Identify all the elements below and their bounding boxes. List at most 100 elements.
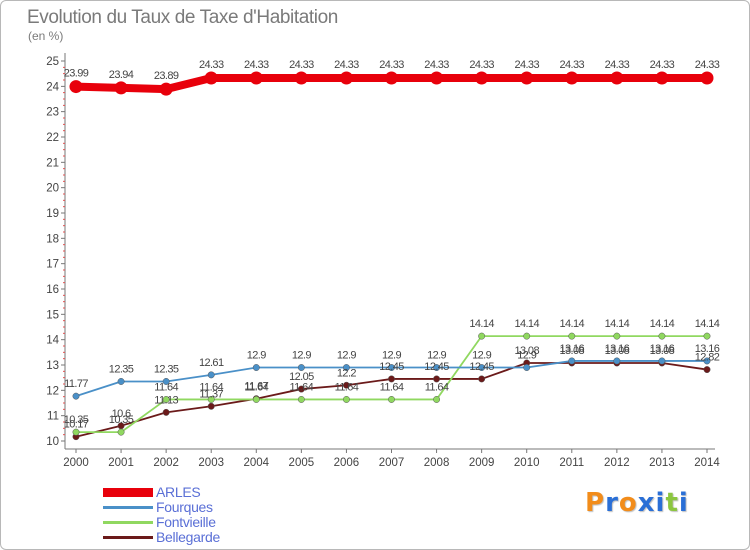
- data-label-bellegarde: 12.45: [379, 361, 404, 373]
- data-label-arles: 23.94: [109, 69, 134, 81]
- data-label-bellegarde: 11.13: [154, 394, 178, 406]
- data-point-bellegarde: [207, 402, 215, 410]
- data-label-fontvieille: 14.14: [469, 318, 494, 330]
- x-tick-label: 2008: [424, 457, 450, 469]
- data-label-arles: 23.99: [64, 68, 89, 80]
- y-tick-label: 15: [46, 309, 59, 321]
- data-label-fontvieille: 14.14: [514, 318, 539, 330]
- data-label-bellegarde: 12.45: [469, 361, 494, 373]
- legend-item-fourques: Fourques: [103, 500, 303, 515]
- data-point-fourques: [252, 364, 260, 371]
- data-label-arles: 24.33: [334, 59, 359, 71]
- data-point-arles: [520, 71, 534, 85]
- chart-legend: ARLES Fourques Fontvieille Bellegarde: [103, 485, 303, 545]
- data-label-fourques: 12.9: [337, 350, 356, 362]
- data-point-fourques: [523, 364, 531, 371]
- y-tick-label: 23: [46, 107, 59, 119]
- chart-title: Evolution du Taux de Taxe d'Habitation: [27, 7, 338, 28]
- legend-item-bellegarde: Bellegarde: [103, 530, 303, 545]
- data-label-fontvieille: 11.64: [244, 381, 268, 393]
- data-point-arles: [700, 71, 714, 85]
- data-label-fourques: 12.35: [154, 363, 179, 375]
- y-tick-label: 18: [46, 233, 59, 245]
- data-label-arles: 24.33: [605, 59, 630, 71]
- data-point-bellegarde: [342, 381, 350, 389]
- data-labels-layer: 23.99 23.94 23.89 24.33 24.33 24.33 24.33 24.33…: [64, 59, 721, 431]
- data-label-fourques: 13.16: [695, 343, 720, 355]
- data-point-bellegarde: [297, 385, 305, 393]
- x-tick-label: 2003: [198, 457, 224, 469]
- data-point-fourques: [162, 378, 170, 385]
- data-point-arles: [475, 71, 489, 85]
- data-point-fontvieille: [117, 428, 125, 436]
- data-label-fourques: 12.9: [247, 350, 266, 362]
- data-point-fourques: [207, 371, 215, 379]
- data-label-arles: 24.33: [379, 59, 404, 71]
- data-point-arles: [204, 71, 218, 85]
- data-label-arles: 24.33: [244, 59, 269, 71]
- x-tick-label: 2001: [108, 457, 134, 469]
- data-point-fourques: [433, 364, 441, 371]
- data-point-fontvieille: [658, 332, 666, 340]
- y-tick-label: 25: [46, 56, 59, 68]
- legend-item-fontvieille: Fontvieille: [103, 515, 303, 530]
- legend-label: Fourques: [156, 499, 213, 515]
- data-label-arles: 23.89: [154, 70, 179, 82]
- y-tick-label: 19: [46, 208, 59, 220]
- y-tick-label: 14: [46, 335, 59, 347]
- y-tick-label: 13: [46, 360, 59, 372]
- data-label-fontvieille: 14.14: [605, 318, 630, 330]
- data-label-bellegarde: 12.05: [289, 371, 314, 383]
- legend-swatch: [103, 488, 153, 497]
- legend-label: ARLES: [156, 484, 201, 500]
- data-point-fourques: [478, 364, 486, 371]
- data-label-fontvieille: 11.64: [289, 381, 313, 393]
- data-label-bellegarde: 10.6: [112, 408, 131, 420]
- legend-item-arles: ARLES: [103, 485, 303, 500]
- data-label-fontvieille: 14.14: [650, 318, 675, 330]
- y-tick-label: 17: [46, 259, 59, 271]
- data-label-arles: 24.33: [469, 59, 494, 71]
- y-tick-label: 21: [46, 157, 59, 169]
- data-label-fontvieille: 11.64: [335, 381, 359, 393]
- data-label-fourques: 13.16: [560, 343, 585, 355]
- y-tick-label: 12: [46, 385, 59, 397]
- data-point-bellegarde: [478, 375, 486, 383]
- data-point-bellegarde: [703, 366, 711, 374]
- x-tick-label: 2007: [379, 457, 405, 469]
- data-point-arles: [565, 71, 579, 85]
- data-point-arles: [69, 80, 83, 94]
- y-tick-label: 20: [46, 183, 59, 195]
- data-label-bellegarde: 13.08: [514, 345, 539, 357]
- legend-label: Bellegarde: [156, 529, 220, 545]
- data-label-bellegarde: 12.82: [695, 352, 720, 364]
- data-point-arles: [249, 71, 263, 85]
- data-point-arles: [610, 71, 624, 85]
- y-tick-label: 22: [46, 132, 59, 144]
- data-point-fontvieille: [162, 396, 170, 403]
- data-label-bellegarde: 11.37: [199, 388, 223, 400]
- data-label-bellegarde: 13.08: [650, 345, 675, 357]
- legend-label: Fontvieille: [156, 514, 216, 530]
- data-point-fourques: [568, 357, 576, 365]
- data-label-arles: 24.33: [514, 59, 539, 71]
- data-point-fontvieille: [72, 428, 80, 436]
- data-label-arles: 24.33: [695, 59, 720, 71]
- y-tick-label: 16: [46, 284, 59, 296]
- data-label-arles: 24.33: [289, 59, 314, 71]
- data-label-fourques: 12.61: [199, 357, 224, 369]
- data-point-fourques: [342, 364, 350, 371]
- data-label-fourques: 11.77: [64, 378, 88, 390]
- data-point-fontvieille: [433, 396, 441, 403]
- data-label-arles: 24.33: [199, 59, 224, 71]
- series-layer: [69, 71, 714, 441]
- data-label-fourques: 12.9: [517, 350, 536, 362]
- data-point-fontvieille: [388, 396, 395, 403]
- data-point-fontvieille: [478, 332, 486, 340]
- data-label-arles: 24.33: [424, 59, 449, 71]
- data-label-fontvieille: 14.14: [695, 318, 720, 330]
- data-label-fontvieille: 10.35: [109, 414, 134, 426]
- y-tick-label: 24: [46, 81, 59, 93]
- x-tick-label: 2000: [63, 457, 89, 469]
- data-point-fourques: [658, 357, 666, 365]
